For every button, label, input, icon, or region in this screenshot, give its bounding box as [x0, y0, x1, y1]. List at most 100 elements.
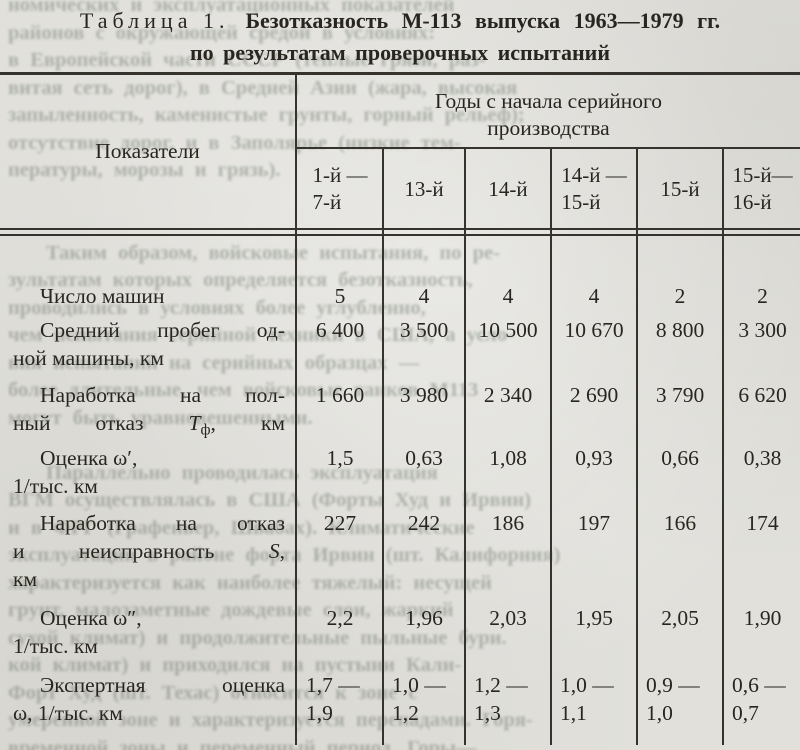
row-label-ocenka-omega-prime: Оценка ω′, 1/тыс. км	[0, 444, 295, 500]
table-cell: 1,7 — 1,9	[306, 673, 360, 725]
row-label-ocenka-omega-dblprime: Оценка ω″, 1/тыс. км	[0, 604, 295, 660]
table-cell: 1,2 — 1,3	[474, 673, 528, 725]
table-cell: 1 660	[315, 383, 365, 407]
year-col-header: 15-й	[639, 155, 721, 223]
table-cell: 174	[746, 511, 779, 535]
header-years-line2: производства	[487, 116, 610, 140]
table-cell: 242	[407, 511, 441, 535]
year-col-header: 14-й	[467, 155, 549, 223]
table-cell: 1,96	[405, 606, 443, 630]
symbol-T: Т	[188, 411, 201, 435]
table-cell: 2,2	[326, 606, 354, 630]
table-cell: 1,08	[489, 446, 527, 470]
row-label-text: ный отказ	[13, 411, 144, 435]
row-label-narabotka-otkaz-s: Наработка на отказ и неисправность S, км	[0, 509, 295, 593]
table-cell: 0,9 — 1,0	[646, 673, 700, 725]
caption-number: Таблица 1.	[79, 8, 230, 33]
year-col-header: 14-й — 15-й	[553, 155, 635, 223]
row-label-text: , км	[210, 411, 285, 435]
year-col-header-label: 14-й — 15-й	[561, 163, 627, 214]
table-cell: 2 690	[569, 383, 619, 407]
table-cell: 2,05	[661, 606, 699, 630]
year-col-header-label: 15-й— 16-й	[732, 163, 793, 214]
column-divider-3	[550, 147, 552, 745]
table-cell: 197	[577, 511, 611, 535]
header-years-group: Годы с начала серийного производства	[297, 88, 800, 142]
header-double-rule-upper	[0, 228, 800, 230]
header-pokazateli: Показатели	[95, 139, 200, 163]
main-column-divider	[295, 72, 297, 745]
table-cell: 5	[334, 284, 346, 308]
table-cell: 166	[663, 511, 697, 535]
table-cell: 0,63	[405, 446, 443, 470]
ghost-text-line: Таким образом, войсковые испытания, по р…	[46, 241, 500, 264]
row-label-chislo-mashin: Число машин	[0, 282, 295, 310]
column-divider-2	[464, 147, 466, 745]
row-label-line: ω, 1/тыс. км	[13, 701, 123, 725]
row-label-ekspertnaya-ocenka: Экспертная оценка ω, 1/тыс. км	[0, 671, 295, 727]
row-label-narabotka-polny-otkaz: Наработка на пол- ный отказ Тф, км	[0, 381, 295, 444]
row-label-line: ной машины, км	[13, 346, 164, 370]
table-cell: 10 500	[478, 318, 538, 342]
row-label-text: и неисправность	[13, 539, 215, 563]
table-cell: 1,5	[326, 446, 354, 470]
table-top-rule	[0, 72, 800, 75]
row-label-line: Экспертная оценка	[40, 673, 285, 697]
header-double-rule-lower	[0, 234, 800, 236]
column-divider-5	[722, 147, 724, 745]
year-col-header: 15-й— 16-й	[725, 155, 800, 223]
caption-title: Безотказность М-113 выпуска 1963—1979 гг…	[245, 8, 721, 33]
year-col-header-label: 14-й	[488, 176, 528, 201]
table-caption: Таблица 1. Безотказность М-113 выпуска 19…	[0, 5, 800, 69]
year-col-header-label: 15-й	[660, 176, 700, 201]
row-label-line: Наработка на пол-	[40, 383, 285, 407]
table-cell: 6 400	[315, 318, 365, 342]
table-cell: 8 800	[655, 318, 705, 342]
table-cell: 1,95	[575, 606, 613, 630]
symbol-subscript: ф	[200, 421, 211, 439]
row-label-line: 1/тыс. км	[13, 634, 98, 658]
table-cell: 0,93	[575, 446, 613, 470]
table-cell: 4	[502, 284, 514, 308]
table-cell: 1,0 — 1,1	[560, 673, 614, 725]
year-col-header-label: 13-й	[404, 176, 444, 201]
table-cell: 6 620	[738, 383, 787, 407]
table-cell: 3 790	[655, 383, 705, 407]
table-cell: 0,38	[743, 446, 782, 470]
table-cell: 4	[418, 284, 430, 308]
row-label-sredniy-probeg: Средний пробег од- ной машины, км	[0, 316, 295, 372]
table-cell: 2,03	[489, 606, 527, 630]
row-label-line: Наработка на отказ	[40, 511, 285, 535]
row-label-line: км	[13, 567, 38, 591]
table-cell: 227	[323, 511, 357, 535]
ghost-text-line: временной зоны и переменный период. Горы…	[8, 736, 477, 750]
table-cell: 0,6 — 0,7	[732, 673, 786, 725]
symbol-S: S	[268, 539, 280, 563]
header-years-line1: Годы с начала серийного	[434, 89, 663, 113]
row-label-line: Число машин	[40, 284, 165, 308]
row-label-line: Оценка ω′,	[40, 446, 138, 470]
table-cell: 1,90	[743, 606, 782, 630]
table-cell: 0,66	[661, 446, 699, 470]
row-label-line: Средний пробег од-	[40, 318, 285, 342]
years-underline-rule	[297, 147, 800, 149]
table-cell: 3 300	[738, 318, 787, 342]
table-cell: 3 500	[399, 318, 449, 342]
column-divider-4	[636, 147, 638, 745]
column-divider-1	[382, 147, 384, 745]
table-cell: 2	[757, 284, 768, 308]
row-label-line: 1/тыс. км	[13, 474, 98, 498]
table-cell: 4	[588, 284, 600, 308]
year-col-header: 1-й — 7-й	[299, 155, 381, 223]
table-cell: 2	[674, 284, 686, 308]
caption-subtitle: по результатам проверочных испытаний	[189, 40, 611, 65]
table-cell: 3 980	[399, 383, 449, 407]
table-cell: 1,0 — 1,2	[392, 673, 446, 725]
table-cell: 10 670	[564, 318, 624, 342]
year-col-header: 13-й	[385, 155, 463, 223]
row-label-line: ный отказ Тф, км	[13, 409, 285, 444]
year-col-header-label: 1-й — 7-й	[312, 163, 368, 214]
table-cell: 2 340	[483, 383, 533, 407]
table-cell: 186	[491, 511, 525, 535]
